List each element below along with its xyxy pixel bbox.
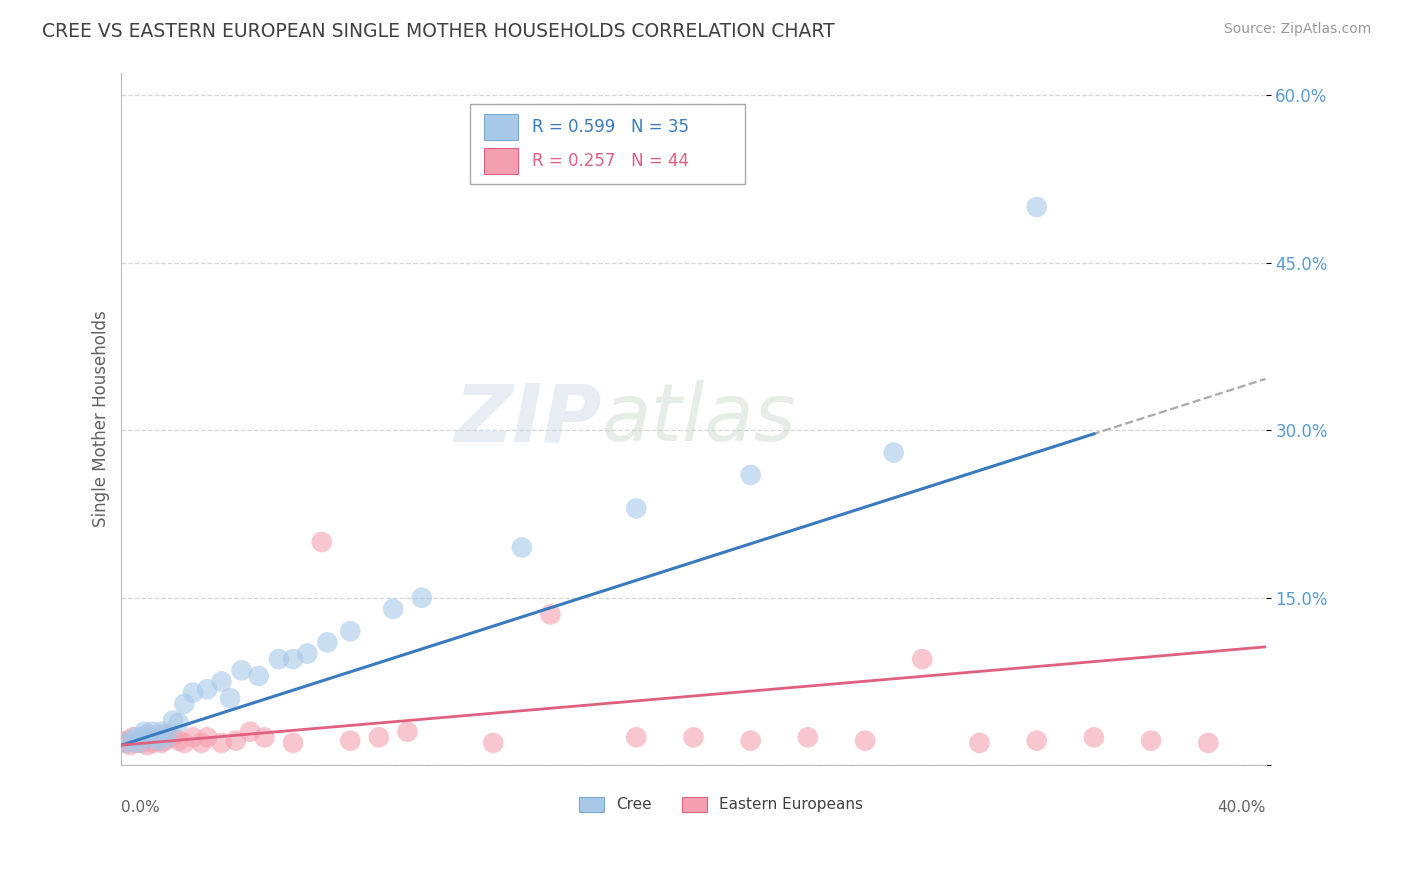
Point [195,682,218,697]
Point [148,733,170,747]
Point [128,733,150,747]
Point [311,535,333,549]
Point [148,733,170,747]
Point [125,736,148,750]
Point [219,691,242,706]
Point [134,731,156,745]
Point [134,724,156,739]
Point [797,731,820,745]
Point [122,733,145,747]
Bar [579,797,605,813]
Point [853,733,876,747]
Text: ZIP: ZIP [454,380,602,458]
Point [211,736,233,750]
Point [156,727,179,741]
Point [181,686,204,700]
Point [540,607,562,622]
Point [482,736,505,750]
Point [396,724,419,739]
Point [190,736,212,750]
Point [142,724,165,739]
FancyBboxPatch shape [471,104,745,184]
Point [626,501,648,516]
Point [195,731,218,745]
Point [162,714,184,728]
Point [316,635,339,649]
Point [1025,733,1047,747]
Point [1083,731,1105,745]
Point [145,731,167,745]
Text: Source: ZipAtlas.com: Source: ZipAtlas.com [1223,22,1371,37]
Point [267,652,290,666]
Text: 40.0%: 40.0% [1218,800,1265,814]
Text: R = 0.257   N = 44: R = 0.257 N = 44 [531,152,689,170]
Point [139,733,162,747]
Point [115,736,138,750]
Point [281,736,304,750]
Point [911,652,934,666]
Text: Eastern Europeans: Eastern Europeans [718,797,863,813]
Point [626,731,648,745]
Point [297,647,319,661]
Point [142,736,165,750]
Text: atlas: atlas [602,380,797,458]
Point [173,736,195,750]
Bar [484,113,519,140]
Point [131,731,153,745]
Point [173,697,195,711]
Point [339,733,361,747]
Point [367,731,389,745]
Point [883,445,905,459]
Point [510,541,533,555]
Text: CREE VS EASTERN EUROPEAN SINGLE MOTHER HOUSEHOLDS CORRELATION CHART: CREE VS EASTERN EUROPEAN SINGLE MOTHER H… [42,22,835,41]
Bar [682,797,707,813]
Point [1140,733,1163,747]
Point [411,591,433,605]
Point [740,733,762,747]
Point [162,731,184,745]
Point [339,624,361,639]
Point [682,731,704,745]
Point [247,669,270,683]
Point [181,731,204,745]
Point [382,602,405,616]
Y-axis label: Single Mother Households: Single Mother Households [93,310,110,527]
Text: 0.0%: 0.0% [121,800,160,814]
Text: Cree: Cree [616,797,651,813]
Point [211,674,233,689]
Bar [484,148,519,174]
Point [150,724,173,739]
Point [156,731,179,745]
Point [136,738,159,752]
Point [253,731,276,745]
Point [1197,736,1219,750]
Point [969,736,991,750]
Point [150,736,173,750]
Point [231,663,253,677]
Point [167,733,190,747]
Point [145,731,167,745]
Text: R = 0.599   N = 35: R = 0.599 N = 35 [531,118,689,136]
Point [139,731,162,745]
Point [1025,200,1047,214]
Point [128,736,150,750]
Point [153,727,176,741]
Point [115,733,138,747]
Point [131,736,153,750]
Point [112,736,135,750]
Point [136,727,159,741]
Point [239,724,262,739]
Point [281,652,304,666]
Point [118,738,141,752]
Point [167,715,190,730]
Point [153,733,176,747]
Point [125,731,148,745]
Point [225,733,247,747]
Point [740,467,762,482]
Point [122,731,145,745]
